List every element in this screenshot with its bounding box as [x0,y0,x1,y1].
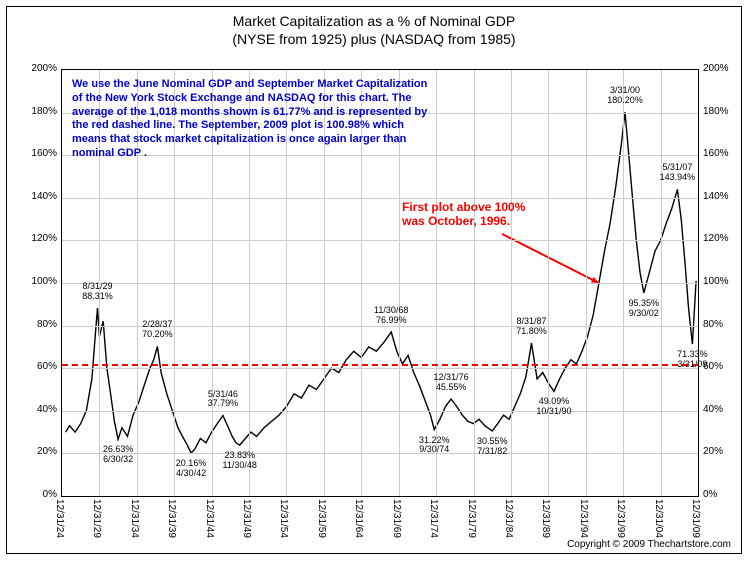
ytick-right: 0% [703,489,739,500]
ytick-right: 100% [703,276,739,287]
gridline-h [62,453,698,454]
copyright-text: Copyright © 2009 Thechartstore.com [567,539,731,550]
gridline-v [436,70,437,496]
ytick-left: 180% [21,106,57,117]
chart-title: Market Capitalization as a % of Nominal … [7,13,741,48]
ytick-left: 60% [21,361,57,372]
point-annotation: 26.63%6/30/32 [96,445,140,465]
gridline-v [623,70,624,496]
xtick-label: 12/31/79 [466,499,477,538]
xtick-label: 12/31/04 [653,499,664,538]
pl-line-2: 143.94% [655,173,699,183]
xtick-label: 12/31/54 [278,499,289,538]
xtick-label: 12/31/64 [353,499,364,538]
pl-line-2: 37.79% [201,399,245,409]
gridline-v [548,70,549,496]
gridline-v [661,70,662,496]
xtick-label: 12/31/84 [503,499,514,538]
xtick-label: 12/31/39 [166,499,177,538]
point-annotation: 30.55%7/31/82 [470,437,514,457]
ytick-right: 180% [703,106,739,117]
xtick-label: 12/31/59 [316,499,327,538]
point-annotation: 11/30/6876.99% [369,306,413,326]
average-line [62,364,698,366]
pl-line-2: 71.80% [510,327,554,337]
point-annotation: 31.22%9/30/74 [412,436,456,456]
point-annotation: 49.09%10/31/90 [532,397,576,417]
pl-line-2: 11/30/48 [218,461,262,471]
gridline-h [62,240,698,241]
point-annotation: 2/28/3770.20% [135,320,179,340]
xtick-label: 12/31/89 [540,499,551,538]
xtick-label: 12/31/94 [578,499,589,538]
pl-line-2: 76.99% [369,316,413,326]
xtick-label: 12/31/29 [91,499,102,538]
ytick-left: 140% [21,191,57,202]
point-annotation: 20.16%4/30/42 [169,459,213,479]
gridline-h [62,368,698,369]
pl-line-2: 4/30/42 [169,469,213,479]
pl-line-2: 180.20% [603,96,647,106]
point-annotation: 23.83%11/30/48 [218,451,262,471]
ytick-left: 100% [21,276,57,287]
ytick-left: 40% [21,404,57,415]
xtick-label: 12/31/49 [241,499,252,538]
pl-line-2: 9/30/02 [622,309,666,319]
point-annotation: 5/31/07143.94% [655,163,699,183]
ytick-right: 200% [703,63,739,74]
pl-line-2: 70.20% [135,330,179,340]
xtick-label: 12/31/69 [391,499,402,538]
plot-area: We use the June Nominal GDP and Septembe… [61,69,699,497]
ytick-left: 200% [21,63,57,74]
gridline-v [511,70,512,496]
ytick-right: 140% [703,191,739,202]
xtick-label: 12/31/24 [54,499,65,538]
point-annotation: 8/31/8771.80% [510,317,554,337]
gridline-h [62,411,698,412]
pl-line-2: 10/31/90 [532,407,576,417]
gridline-h [62,283,698,284]
point-annotation: 12/31/7645.55% [429,373,473,393]
ytick-right: 160% [703,148,739,159]
plot-container: We use the June Nominal GDP and Septembe… [61,69,699,497]
ytick-left: 120% [21,233,57,244]
xtick-label: 12/31/99 [615,499,626,538]
callout-line-1: First plot above 100% [402,200,525,214]
ytick-right: 40% [703,404,739,415]
pl-line-2: 7/31/82 [470,447,514,457]
description-text: We use the June Nominal GDP and Septembe… [72,78,432,161]
ytick-right: 80% [703,319,739,330]
point-annotation: 3/31/00180.20% [603,86,647,106]
gridline-v [586,70,587,496]
ytick-right: 120% [703,233,739,244]
xtick-label: 12/31/44 [204,499,215,538]
ytick-left: 160% [21,148,57,159]
xtick-label: 12/31/34 [129,499,140,538]
ytick-right: 60% [703,361,739,372]
ytick-left: 80% [21,319,57,330]
callout-line-2: was October, 1996. [402,214,510,228]
point-annotation: 95.35%9/30/02 [622,299,666,319]
ytick-right: 20% [703,446,739,457]
title-line-1: Market Capitalization as a % of Nominal … [233,13,515,29]
gridline-h [62,198,698,199]
title-line-2: (NYSE from 1925) plus (NASDAQ from 1985) [232,31,515,47]
pl-line-2: 45.55% [429,383,473,393]
ytick-left: 0% [21,489,57,500]
ytick-left: 20% [21,446,57,457]
xtick-label: 12/31/09 [690,499,701,538]
pl-line-2: 6/30/32 [96,455,140,465]
callout-text: First plot above 100%was October, 1996. [402,200,525,229]
point-annotation: 8/31/2988.31% [76,282,120,302]
pl-line-2: 9/30/74 [412,445,456,455]
point-annotation: 5/31/4637.79% [201,390,245,410]
pl-line-2: 88.31% [76,292,120,302]
chart-frame: Market Capitalization as a % of Nominal … [6,6,742,554]
gridline-v [474,70,475,496]
xtick-label: 12/31/74 [428,499,439,538]
